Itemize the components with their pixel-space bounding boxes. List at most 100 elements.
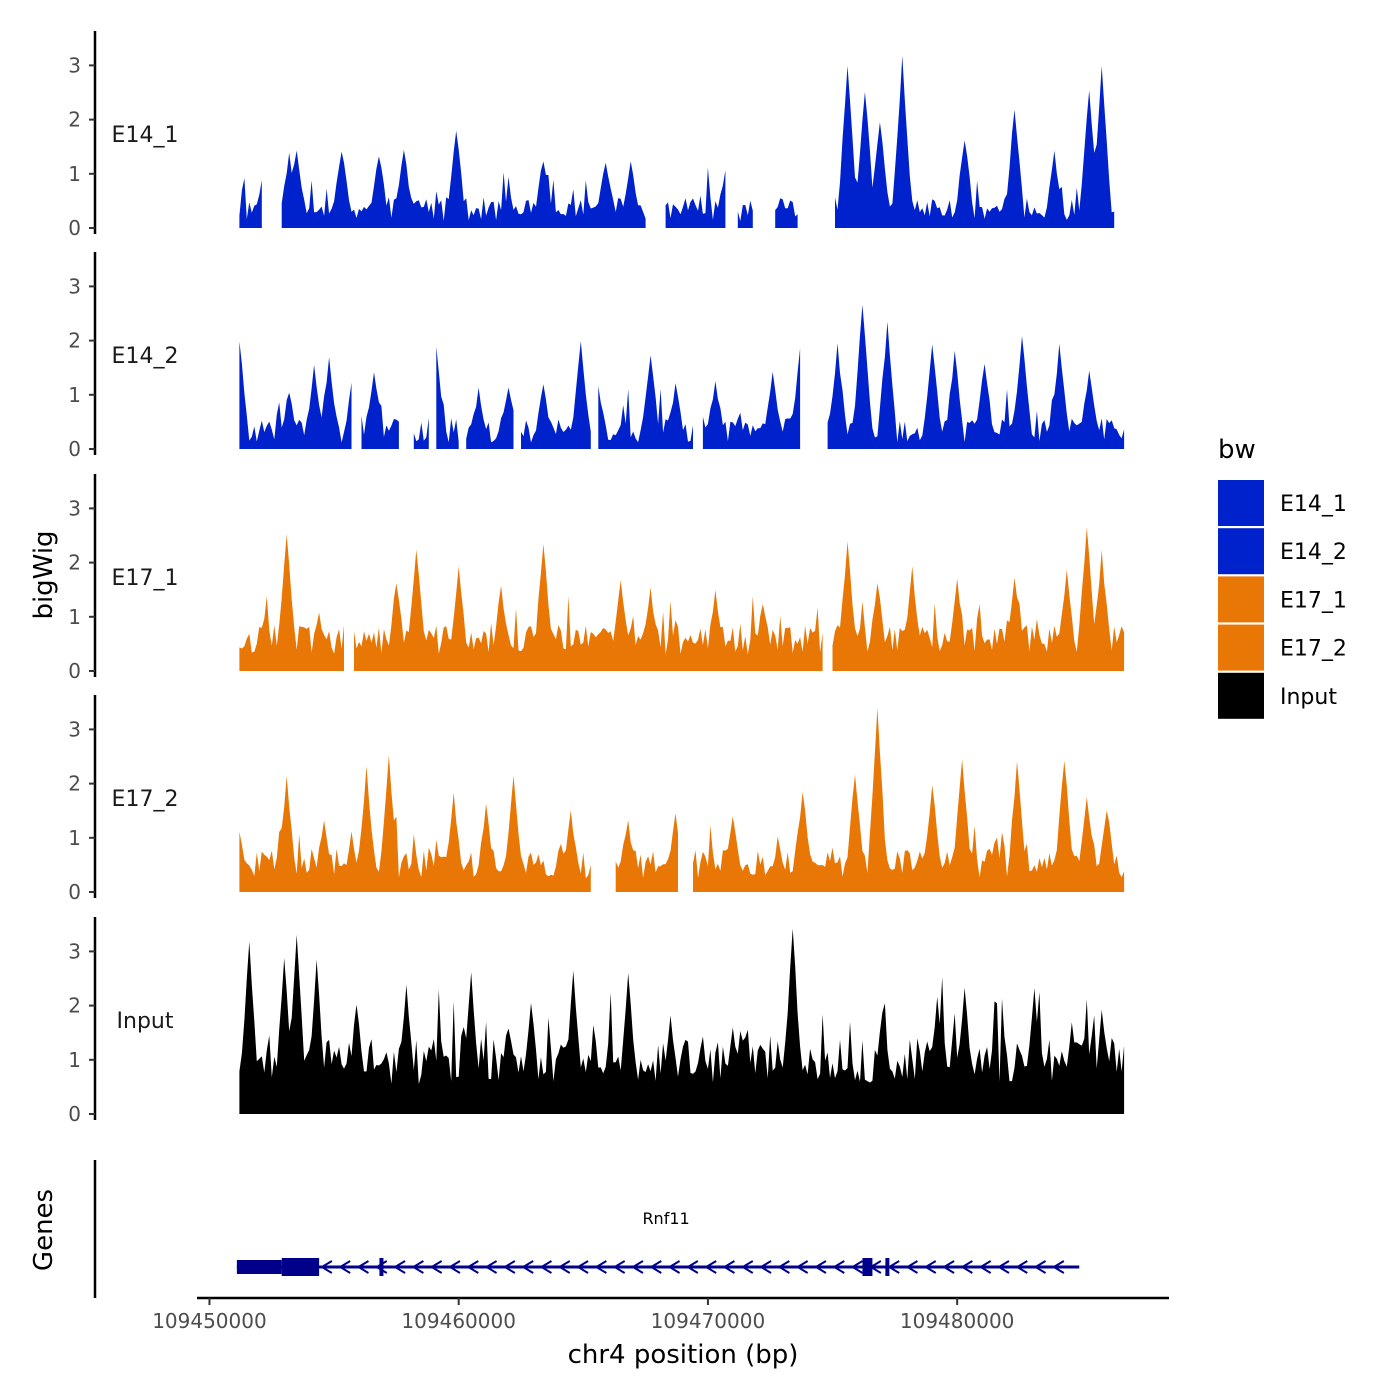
y-axis-title: bigWig	[29, 530, 59, 619]
legend-label: E14_1	[1280, 492, 1347, 517]
tracks-layer: 0 1 2 3 E14_1 0 1 2 3 E14_2 0 1 2 3 E17_1 0 1 2 3 E17_2 0 1 2 3…	[68, 31, 1125, 1126]
y-tick-label: 1	[68, 162, 81, 186]
y-tick-label: 3	[68, 939, 81, 963]
x-tick-label: 109450000	[152, 1309, 267, 1333]
track-label-input: Input	[117, 1009, 174, 1034]
legend-item-e17_2: E17_2	[1218, 624, 1347, 671]
x-axis-title: chr4 position (bp)	[568, 1340, 799, 1370]
y-tick-label: 2	[68, 994, 81, 1018]
x-tick-label: 109480000	[900, 1309, 1015, 1333]
gene-utr-block	[236, 1260, 282, 1274]
genes-panel: Rnf11	[93, 1160, 1080, 1298]
strand-chevron	[429, 1260, 443, 1274]
strand-chevron	[704, 1260, 717, 1274]
strand-chevron	[1033, 1260, 1047, 1274]
strand-chevron	[722, 1260, 735, 1274]
strand-chevron	[740, 1260, 754, 1274]
signal-area-e17_2	[239, 708, 1125, 892]
strand-chevron	[557, 1260, 571, 1274]
legend-label: E14_2	[1280, 540, 1347, 565]
strand-chevron	[411, 1260, 424, 1274]
x-axis: 109450000 109460000 109470000 109480000	[152, 1296, 1169, 1333]
y-tick-label: 2	[68, 772, 81, 796]
strand-chevron	[521, 1260, 534, 1274]
y-tick-label: 0	[68, 880, 81, 904]
y-tick-label: 1	[68, 1048, 81, 1072]
strand-chevron	[997, 1260, 1010, 1274]
strand-chevron	[777, 1260, 790, 1274]
strand-chevron	[612, 1260, 626, 1274]
strand-chevron	[448, 1260, 461, 1274]
strand-chevron	[759, 1260, 772, 1274]
track-panel-input: 0 1 2 3 Input	[68, 917, 1125, 1126]
legend-label: Input	[1280, 685, 1337, 710]
y-tick-label: 2	[68, 551, 81, 575]
track-label-e17_1: E17_1	[112, 566, 179, 591]
strand-chevron	[1015, 1260, 1028, 1274]
y-tick-label: 1	[68, 383, 81, 407]
legend-swatch	[1218, 672, 1264, 719]
y-tick-label: 2	[68, 329, 81, 353]
track-label-e14_2: E14_2	[112, 344, 179, 369]
legend-swatch	[1218, 576, 1264, 623]
strand-chevron	[594, 1260, 607, 1274]
strand-chevron	[942, 1260, 955, 1274]
x-tick-label: 109470000	[651, 1309, 766, 1333]
gene-small-exon	[885, 1258, 890, 1276]
legend-title: bw	[1218, 435, 1256, 465]
signal-area-e14_1	[239, 55, 1115, 228]
legend-swatch	[1218, 480, 1264, 526]
legend-item-e14_1: E14_1	[1218, 480, 1347, 526]
legend-swatch	[1218, 624, 1264, 671]
signal-area-e14_2	[239, 304, 1125, 449]
strand-chevron	[832, 1260, 845, 1274]
strand-chevron	[338, 1260, 351, 1274]
strand-chevron	[356, 1260, 369, 1274]
legend-item-e17_1: E17_1	[1218, 576, 1347, 623]
track-panel-e14_2: 0 1 2 3 E14_2	[68, 252, 1125, 461]
gene-exon-block	[281, 1258, 320, 1276]
y-tick-label: 1	[68, 605, 81, 629]
strand-chevron	[923, 1260, 937, 1274]
legend-label: E17_2	[1280, 637, 1347, 662]
strand-chevron	[576, 1260, 589, 1274]
y-tick-label: 3	[68, 717, 81, 741]
y-tick-label: 0	[68, 659, 81, 683]
strand-chevron	[502, 1260, 516, 1274]
legend: bw E14_1 E14_2 E17_1 E17_2 Input	[1218, 435, 1347, 719]
gene-name-label: Rnf11	[642, 1209, 689, 1228]
legend-label: E17_1	[1280, 588, 1347, 613]
signal-area-e17_1	[239, 527, 1125, 671]
strand-chevron	[319, 1260, 333, 1274]
y-tick-label: 0	[68, 1102, 81, 1126]
y-tick-label: 0	[68, 437, 81, 461]
legend-item-e14_2: E14_2	[1218, 528, 1347, 575]
strand-chevron	[795, 1260, 809, 1274]
gene-small-exon	[379, 1258, 384, 1276]
strand-chevron	[814, 1260, 827, 1274]
legend-swatch	[1218, 528, 1264, 575]
y-tick-label: 3	[68, 53, 81, 77]
y-tick-label: 2	[68, 108, 81, 132]
strand-chevron	[374, 1260, 388, 1274]
strand-chevron	[905, 1260, 918, 1274]
track-panel-e14_1: 0 1 2 3 E14_1	[68, 31, 1115, 240]
strand-chevron	[649, 1260, 662, 1274]
strand-chevron	[850, 1260, 864, 1274]
strand-chevron	[1051, 1260, 1065, 1274]
strand-chevron	[466, 1260, 479, 1274]
legend-item-input: Input	[1218, 672, 1337, 719]
track-label-e14_1: E14_1	[112, 123, 179, 148]
gene-exon-block	[862, 1258, 873, 1276]
strand-chevron	[539, 1260, 552, 1274]
strand-chevron	[667, 1260, 681, 1274]
y-tick-label: 1	[68, 826, 81, 850]
y-tick-label: 3	[68, 274, 81, 298]
strand-chevron	[960, 1260, 973, 1274]
track-panel-e17_1: 0 1 2 3 E17_1	[68, 474, 1125, 683]
gene-rnf11: Rnf11	[236, 1209, 1080, 1276]
strand-chevron	[685, 1260, 699, 1274]
strand-chevron	[393, 1260, 406, 1274]
